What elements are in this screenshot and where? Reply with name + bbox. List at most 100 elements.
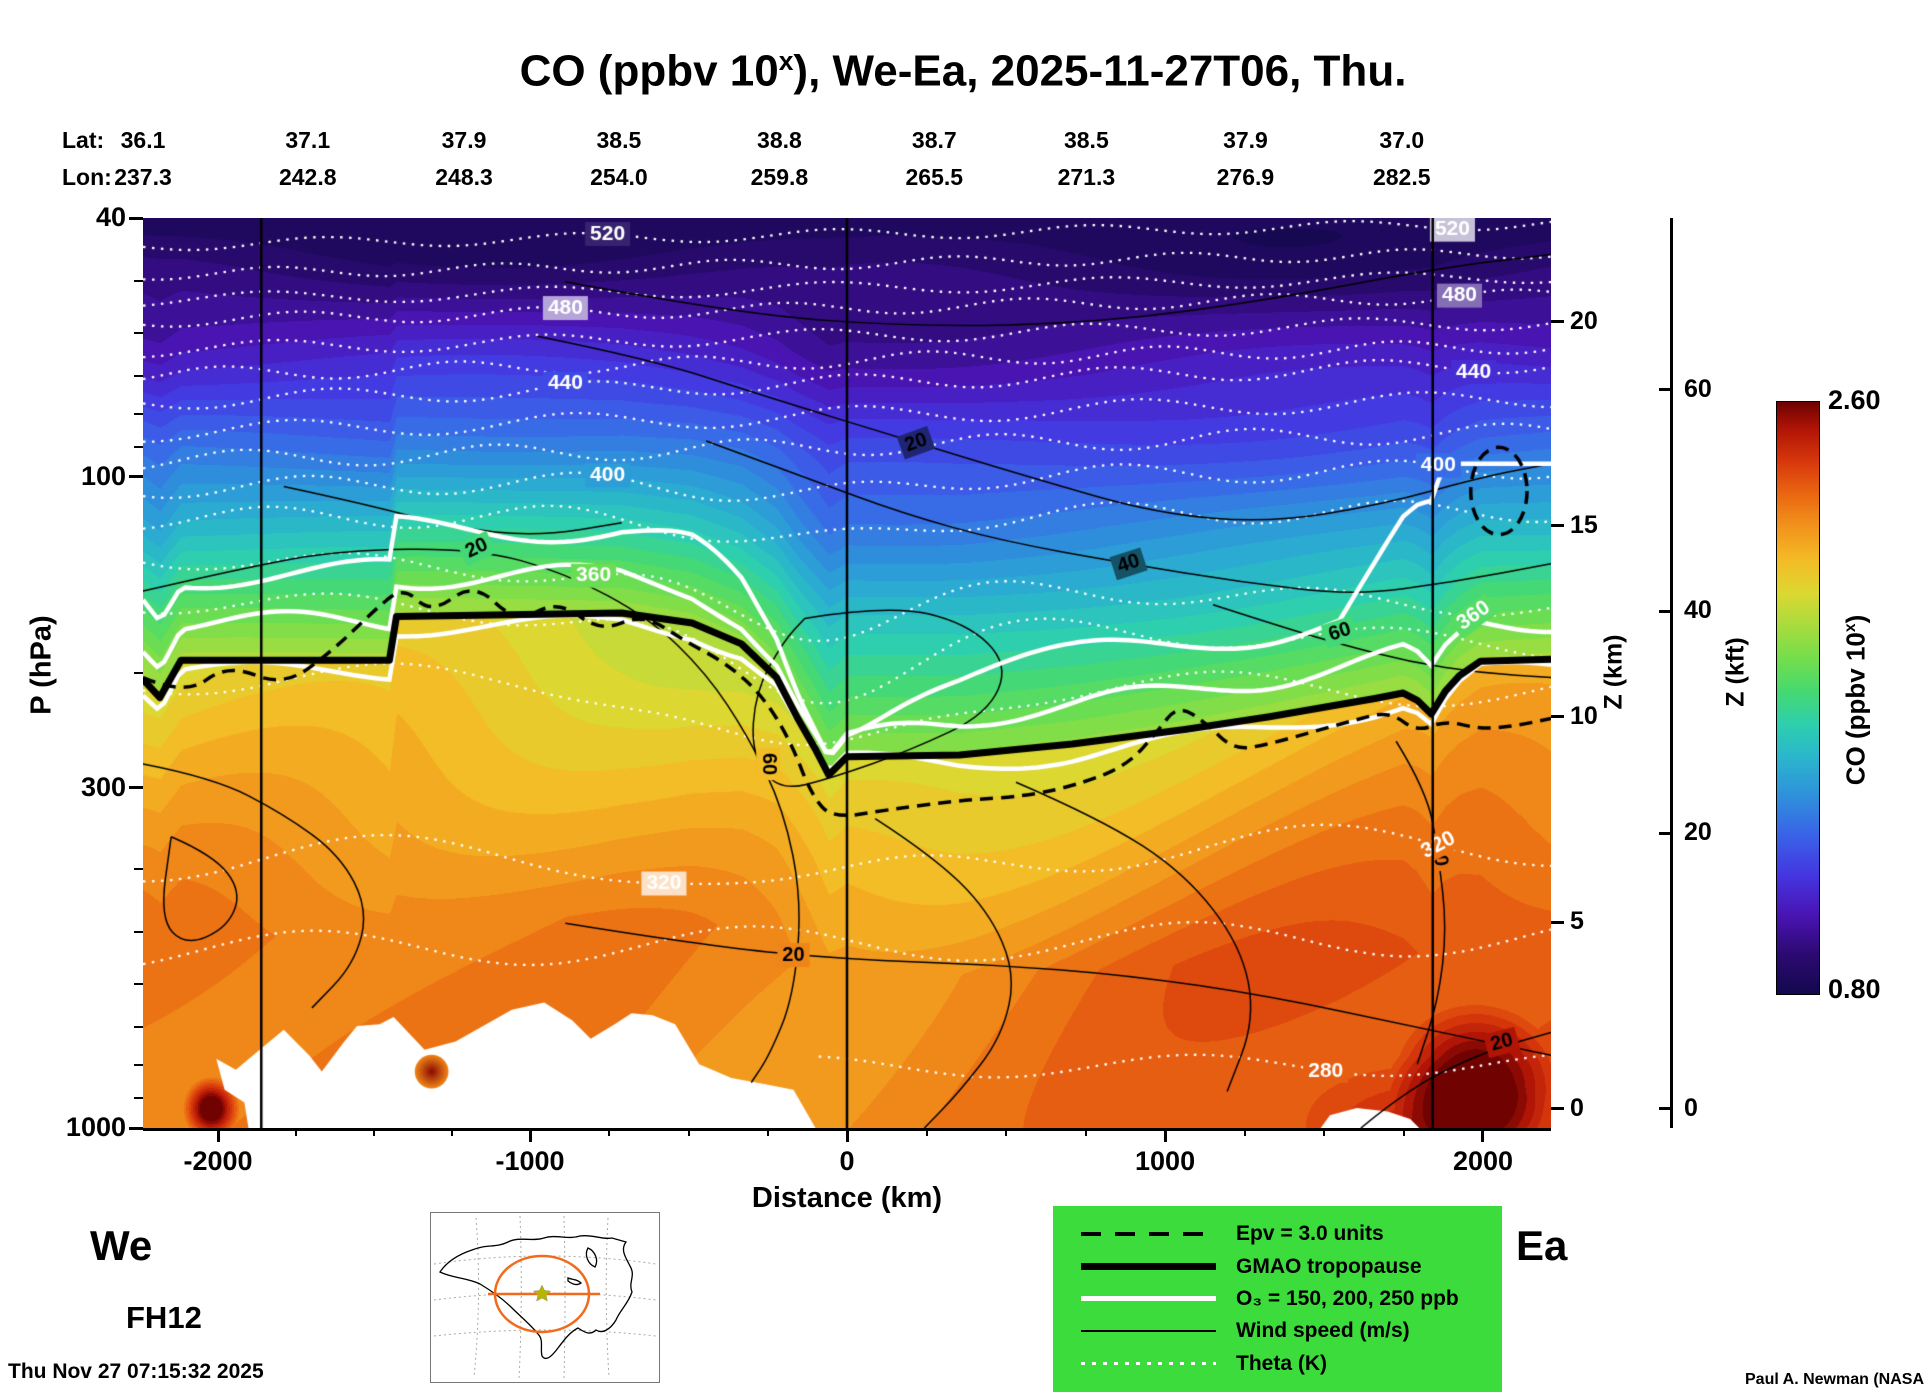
- x-tick-label--2000: -2000: [183, 1146, 253, 1176]
- pressure-tick-1000: [129, 1126, 143, 1130]
- lat-value-7: 37.9: [1223, 127, 1268, 153]
- legend-item-epv: Epv = 3.0 units: [1081, 1222, 1502, 1246]
- pressure-tick-300: [129, 786, 143, 790]
- zkft-tick-0: [1659, 1107, 1671, 1111]
- x-tick-0: [845, 1128, 849, 1142]
- epv-dashed-line-sample: [1081, 1232, 1216, 1237]
- pressure-minor-tick-11: [134, 1097, 143, 1100]
- zkm-tick-label-0: 0: [1570, 1093, 1584, 1122]
- lat-value-2: 37.9: [441, 127, 487, 153]
- zkm-tick-label-10: 10: [1570, 701, 1598, 730]
- colorbar-max-label: 2.60: [1828, 385, 1881, 415]
- credit: Paul A. Newman (NASA: [1745, 1371, 1924, 1388]
- x-minor-tick: [608, 1128, 611, 1136]
- pressure-minor-tick-4: [134, 446, 143, 449]
- zkft-axis-line: [1670, 218, 1673, 1128]
- pressure-minor-tick-8: [134, 982, 143, 985]
- zkft-tick-60: [1659, 388, 1671, 392]
- x-minor-tick: [687, 1128, 690, 1136]
- map-inset: [430, 1212, 660, 1383]
- colorbar: [1776, 401, 1820, 995]
- pressure-minor-tick-7: [134, 930, 143, 933]
- pressure-tick-label-100: 100: [80, 460, 126, 491]
- map-center-star: [532, 1284, 552, 1302]
- zkm-tick-label-15: 15: [1570, 510, 1598, 539]
- pressure-axis-label: P (hPa): [25, 615, 58, 715]
- forecast-hour-label: FH12: [126, 1300, 202, 1335]
- zkft-tick-label-40: 40: [1684, 596, 1712, 625]
- x-tick-1000: [1163, 1128, 1167, 1142]
- lon-value-1: 242.8: [278, 164, 337, 190]
- x-tick-label-0: 0: [839, 1146, 855, 1176]
- pressure-tick-label-1000: 1000: [65, 1112, 126, 1142]
- pressure-tick-label-300: 300: [80, 771, 126, 802]
- legend-item-theta: Theta (K): [1081, 1352, 1502, 1376]
- zkft-tick-label-0: 0: [1684, 1093, 1698, 1122]
- pressure-minor-tick-5: [134, 672, 143, 674]
- colorbar-title: CO (ppbv 10x): [1841, 615, 1872, 786]
- lat-value-6: 38.5: [1063, 127, 1109, 153]
- legend-label-epv: Epv = 3.0 units: [1236, 1222, 1384, 1246]
- pressure-minor-tick-6: [134, 867, 143, 870]
- x-minor-tick: [925, 1128, 928, 1136]
- lon-value-6: 271.3: [1057, 164, 1116, 190]
- zkft-tick-label-60: 60: [1684, 374, 1712, 403]
- zkm-tick-5: [1551, 920, 1564, 924]
- pressure-minor-tick-9: [134, 1026, 143, 1029]
- lat-value-1: 37.1: [285, 127, 331, 153]
- legend: Epv = 3.0 units GMAO tropopause O₃ = 150…: [1053, 1206, 1502, 1392]
- lat-value-5: 38.7: [911, 127, 957, 153]
- x-minor-tick: [1402, 1128, 1405, 1136]
- lon-value-7: 276.9: [1216, 164, 1275, 190]
- lon-axis-label: Lon:: [62, 164, 112, 190]
- x-minor-tick: [766, 1128, 769, 1136]
- chart-title-suffix: ), We-Ea, 2025-11-27T06, Thu.: [793, 46, 1407, 96]
- ozone-line-sample: [1081, 1296, 1216, 1302]
- x-tick-label-1000: 1000: [1135, 1146, 1196, 1176]
- legend-label-tropopause: GMAO tropopause: [1236, 1254, 1422, 1278]
- pressure-minor-tick-2: [134, 375, 143, 378]
- lon-value-5: 265.5: [905, 164, 964, 190]
- ea-label: Ea: [1516, 1222, 1568, 1269]
- we-label: We: [90, 1222, 153, 1269]
- x-tick--2000: [216, 1128, 220, 1142]
- x-tick-label-2000: 2000: [1452, 1146, 1514, 1176]
- x-minor-tick: [1084, 1128, 1087, 1136]
- map-hudson-bay: [585, 1247, 598, 1268]
- wind-line-sample: [1081, 1330, 1216, 1333]
- zkm-tick-10: [1551, 715, 1564, 719]
- x-minor-tick: [295, 1128, 298, 1136]
- zkm-tick-0: [1551, 1107, 1564, 1111]
- pressure-tick-label-40: 40: [95, 202, 126, 232]
- zkm-tick-label-5: 5: [1570, 907, 1584, 936]
- zkft-tick-label-20: 20: [1684, 818, 1712, 847]
- chart-title: CO (ppbv 10x), We-Ea, 2025-11-27T06, Thu…: [0, 46, 1926, 97]
- legend-label-ozone: O₃ = 150, 200, 250 ppb: [1236, 1286, 1459, 1310]
- lon-value-4: 259.8: [750, 164, 809, 190]
- pressure-tick-40: [129, 216, 143, 220]
- x-minor-tick: [1243, 1128, 1246, 1136]
- colorbar-title-suffix: ): [1840, 614, 1871, 624]
- pressure-minor-tick-1: [134, 331, 143, 334]
- lat-value-3: 38.5: [596, 127, 642, 153]
- legend-item-ozone: O₃ = 150, 200, 250 ppb: [1081, 1287, 1502, 1311]
- pressure-tick-100: [129, 475, 143, 479]
- chart-title-prefix: CO (ppbv 10: [519, 46, 779, 96]
- lat-value-8: 37.0: [1379, 127, 1425, 153]
- lon-value-3: 254.0: [590, 164, 648, 190]
- zkm-tick-label-20: 20: [1570, 306, 1598, 335]
- lat-value-0: 36.1: [120, 127, 166, 153]
- zkm-axis-label: Z (km): [1599, 634, 1628, 710]
- zkft-tick-40: [1659, 609, 1671, 613]
- x-tick-label--1000: -1000: [495, 1146, 565, 1176]
- x-minor-tick: [451, 1128, 454, 1136]
- distance-axis-label: Distance (km): [751, 1182, 943, 1214]
- zkft-axis-label: Z (kft): [1721, 637, 1750, 707]
- theta-line-sample: [1081, 1362, 1216, 1366]
- map-coastline: [439, 1234, 633, 1360]
- zkft-tick-20: [1659, 831, 1671, 835]
- x-tick-2000: [1481, 1128, 1485, 1142]
- tropopause-line-sample: [1081, 1263, 1216, 1271]
- lon-value-2: 248.3: [435, 164, 493, 190]
